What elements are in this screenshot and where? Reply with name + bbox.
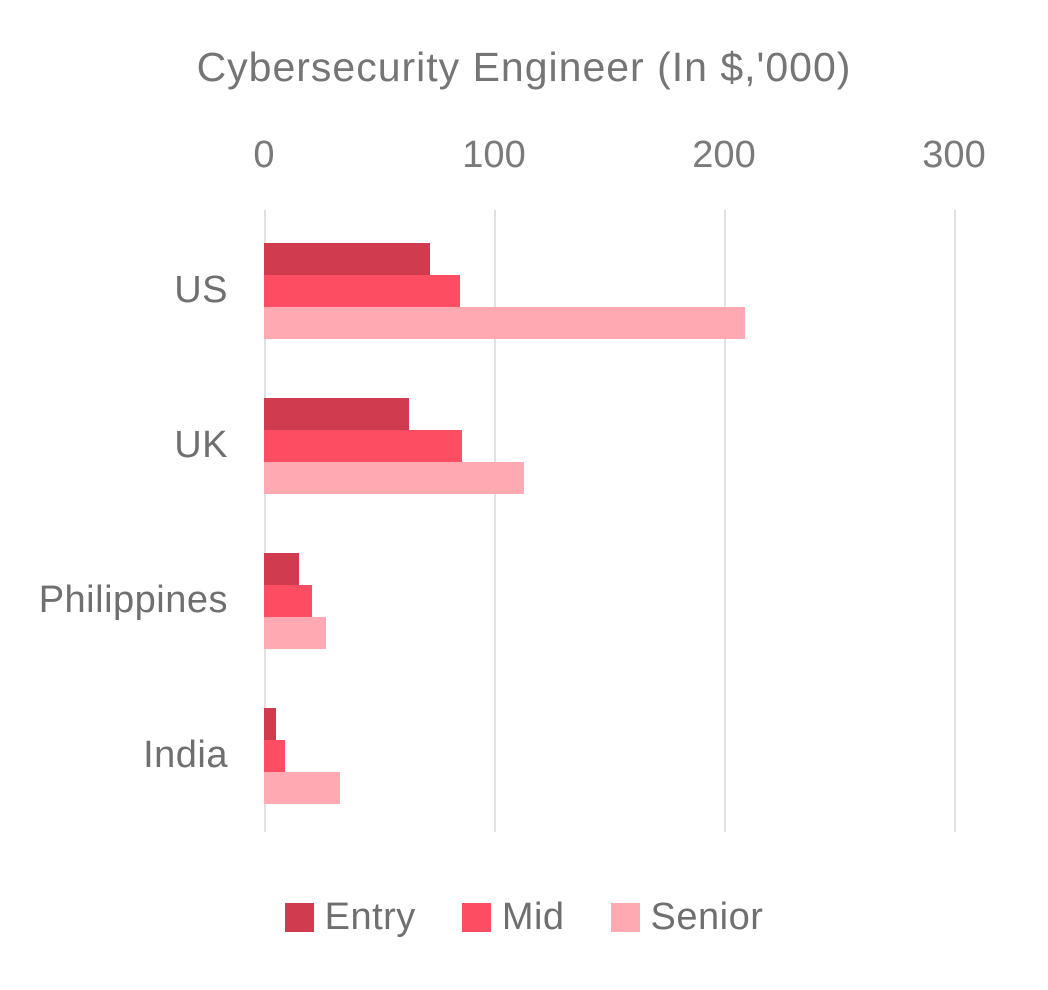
bar-uk-senior [264,462,524,494]
legend-swatch-senior [610,903,640,932]
bar-uk-mid [264,430,462,462]
bar-uk-entry [264,398,409,430]
bar-us-entry [264,243,430,275]
bar-group-us [264,243,1024,339]
legend: Entry Mid Senior [0,896,1048,939]
bar-india-entry [264,708,276,740]
bar-group-philippines [264,553,1024,649]
plot-area [264,210,1024,832]
gridline [724,210,726,832]
legend-label-mid: Mid [501,896,565,938]
category-label-us: US [174,269,228,311]
chart-title: Cybersecurity Engineer (In $,'000) [196,44,852,90]
x-axis-tick-label: 100 [462,134,526,176]
bar-us-senior [264,307,745,339]
bar-us-mid [264,275,460,307]
x-axis-tick-label: 0 [253,134,275,176]
gridline [954,210,956,832]
bar-group-india [264,708,1024,804]
x-axis-tick-label: 300 [922,134,986,176]
legend-item-mid: Mid [461,896,565,939]
bar-philippines-mid [264,585,313,617]
x-axis-tick-label: 200 [692,134,756,176]
legend-swatch-mid [461,903,491,932]
bar-philippines-senior [264,617,327,649]
category-label-uk: UK [174,424,228,466]
category-label-philippines: Philippines [38,579,228,621]
gridline [494,210,496,832]
legend-swatch-entry [284,903,314,932]
legend-label-entry: Entry [324,896,416,938]
legend-label-senior: Senior [650,896,764,938]
bar-india-mid [264,740,285,772]
bar-group-uk [264,398,1024,494]
gridline [264,210,266,832]
category-label-india: India [143,734,228,776]
bar-philippines-entry [264,553,299,585]
legend-item-entry: Entry [284,896,416,939]
legend-item-senior: Senior [610,896,764,939]
bar-india-senior [264,772,340,804]
